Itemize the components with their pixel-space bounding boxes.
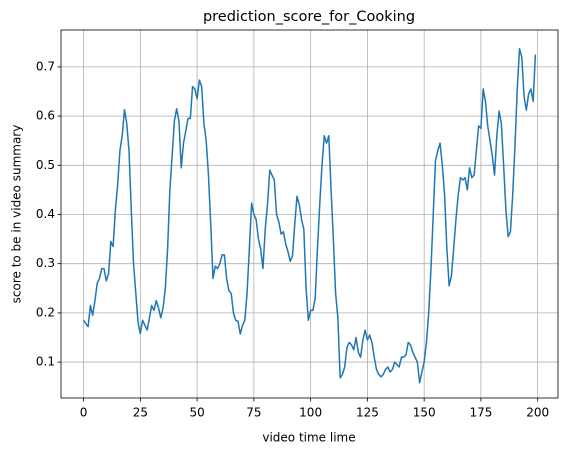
x-tick-label: 75 [246, 406, 261, 420]
x-tick-label: 100 [299, 406, 322, 420]
x-tick-label: 0 [80, 406, 88, 420]
x-tick-label: 150 [413, 406, 436, 420]
y-tick-label: 0.6 [36, 109, 55, 123]
x-tick-label: 175 [469, 406, 492, 420]
x-tick-label: 200 [526, 406, 549, 420]
y-tick-label: 0.4 [36, 207, 55, 221]
x-tick-label: 125 [356, 406, 379, 420]
chart-title: prediction_score_for_Cooking [203, 9, 415, 25]
line-series [82, 47, 537, 384]
y-tick-label: 0.5 [36, 158, 55, 172]
x-axis-label: video time lime [262, 431, 355, 445]
y-tick-label: 0.3 [36, 256, 55, 270]
y-tick-label: 0.2 [36, 305, 55, 319]
x-tick-label: 25 [133, 406, 148, 420]
plot-frame [60, 29, 559, 399]
y-axis-label: score to be in video summary [10, 125, 24, 304]
y-tick-label: 0.7 [36, 59, 55, 73]
x-tick-label: 50 [189, 406, 204, 420]
y-tick-label: 0.1 [36, 355, 55, 369]
